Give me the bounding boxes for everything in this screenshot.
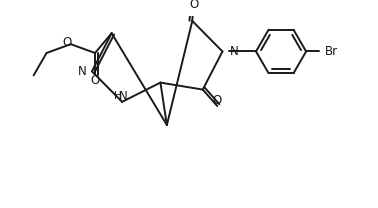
Text: O: O (189, 0, 198, 11)
Text: N: N (119, 90, 127, 103)
Text: O: O (90, 74, 100, 87)
Text: O: O (213, 94, 222, 107)
Text: Br: Br (325, 45, 338, 58)
Text: N: N (230, 45, 239, 58)
Text: O: O (62, 36, 72, 49)
Text: H: H (114, 91, 121, 101)
Text: N: N (78, 65, 87, 78)
